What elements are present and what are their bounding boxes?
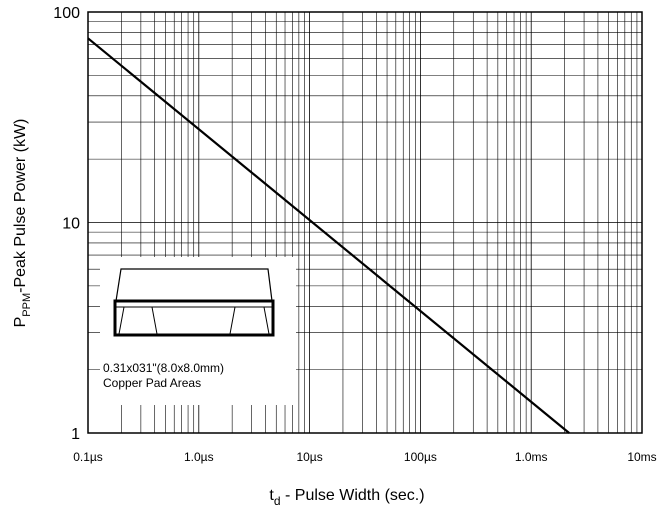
y-tick-label: 10	[62, 216, 80, 233]
inset-text-line2: Copper Pad Areas	[103, 376, 201, 390]
y-tick-label: 1	[71, 426, 80, 443]
inset-text-line1: 0.31x031"(8.0x8.0mm)	[103, 361, 224, 375]
x-tick-labels: 0.1µs 1.0µs 10µs 100µs 1.0ms 10ms	[73, 450, 656, 464]
x-tick-label: 1.0ms	[515, 450, 548, 464]
plot-border	[87, 11, 643, 434]
pad-diagram	[113, 268, 275, 337]
x-axis-title: td - Pulse Width (sec.)	[269, 487, 424, 508]
y-axis-title: PPPM-Peak Pulse Power (kW)	[12, 119, 33, 328]
x-tick-label: 0.1µs	[73, 450, 103, 464]
inset-panel: 0.31x031"(8.0x8.0mm) Copper Pad Areas	[100, 257, 296, 405]
x-tick-label: 1.0µs	[184, 450, 214, 464]
series-line	[87, 37, 570, 434]
y-tick-label: 100	[53, 5, 80, 22]
x-tick-label: 10µs	[296, 450, 322, 464]
x-tick-label: 100µs	[404, 450, 437, 464]
y-tick-labels: 1 10 100	[53, 5, 80, 443]
x-tick-label: 10ms	[627, 450, 656, 464]
